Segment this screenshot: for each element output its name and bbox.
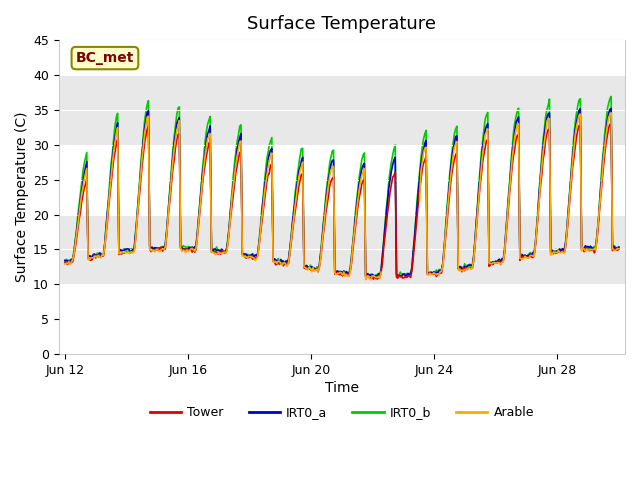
X-axis label: Time: Time [325,381,359,395]
Bar [59,215,625,284]
Text: BC_met: BC_met [76,51,134,65]
Y-axis label: Surface Temperature (C): Surface Temperature (C) [15,112,29,282]
Legend: Tower, IRT0_a, IRT0_b, Arable: Tower, IRT0_a, IRT0_b, Arable [145,401,539,424]
Bar [59,75,625,145]
Title: Surface Temperature: Surface Temperature [248,15,436,33]
